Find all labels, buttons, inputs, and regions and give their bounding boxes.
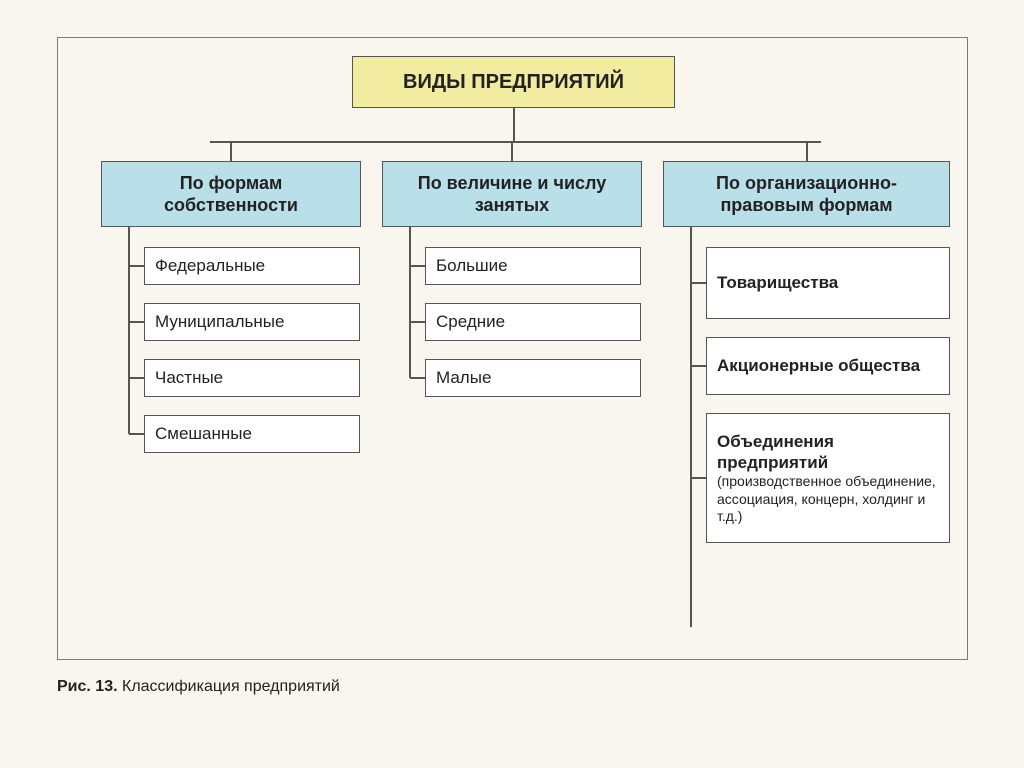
connector-line [691,365,706,367]
item-note: (производственное объединение, ассоциаци… [717,473,939,526]
item-label: Большие [436,255,508,276]
figure-caption: Рис. 13. Классификация предприятий [57,678,340,696]
item-legal-0: Товарищества [706,247,950,319]
item-label: Акционерные общества [717,355,920,376]
item-legal-1: Акционерные общества [706,337,950,395]
connector-line [410,265,425,267]
item-label: Смешанные [155,423,252,444]
item-ownership-0: Федеральные [144,247,360,285]
connector-line [513,108,515,141]
item-label: Частные [155,367,223,388]
connector-line [691,282,706,284]
item-size-1: Средние [425,303,641,341]
category-label: По формам собственности [112,172,350,217]
item-legal-2: Объединения предприятий(производственное… [706,413,950,543]
connector-line [806,141,808,161]
diagram-canvas: ВИДЫ ПРЕДПРИЯТИЙ По формам собственности… [0,0,1024,768]
connector-line [128,227,130,434]
caption-prefix: Рис. 13. [57,678,118,695]
connector-line [129,321,144,323]
connector-line [410,321,425,323]
root-label: ВИДЫ ПРЕДПРИЯТИЙ [403,70,624,95]
category-legal: По организационно-правовым формам [663,161,950,227]
connector-line [511,141,513,161]
connector-line [210,141,821,143]
item-label: Средние [436,311,505,332]
category-size: По величине и числу занятых [382,161,642,227]
connector-line [690,227,692,627]
item-label: Муниципальные [155,311,284,332]
connector-line [691,477,706,479]
category-label: По величине и числу занятых [393,172,631,217]
connector-line [230,141,232,161]
item-ownership-1: Муниципальные [144,303,360,341]
connector-line [409,227,411,378]
category-label: По организационно-правовым формам [674,172,939,217]
item-ownership-3: Смешанные [144,415,360,453]
connector-line [129,377,144,379]
caption-text: Классификация предприятий [122,678,340,695]
connector-line [129,433,144,435]
root-node: ВИДЫ ПРЕДПРИЯТИЙ [352,56,675,108]
category-ownership: По формам собственности [101,161,361,227]
connector-line [129,265,144,267]
item-label: Малые [436,367,491,388]
item-size-2: Малые [425,359,641,397]
item-ownership-2: Частные [144,359,360,397]
item-label: Объединения предприятий [717,432,834,472]
item-label: Федеральные [155,255,265,276]
item-size-0: Большие [425,247,641,285]
item-label: Товарищества [717,272,838,293]
connector-line [410,377,425,379]
